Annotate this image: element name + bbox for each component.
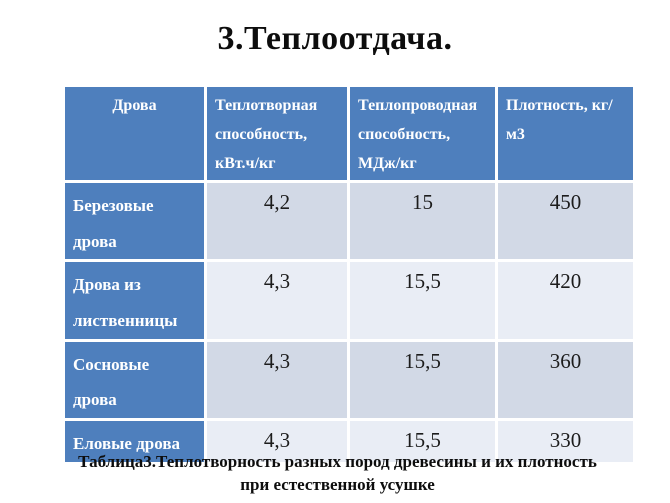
cell-calorific: 4,2 — [207, 183, 350, 263]
table-row: Березовые дрова 4,2 15 450 — [65, 183, 633, 263]
row-label: Дрова из лиственницы — [65, 262, 207, 342]
column-header-calorific: Теплотворная способность, кВт.ч/кг — [207, 87, 350, 183]
slide-title: 3.Теплоотдача. — [217, 20, 453, 57]
table-caption: Таблица3.Теплотворность разных пород дре… — [25, 451, 650, 497]
cell-density: 450 — [498, 183, 633, 263]
cell-conductive: 15 — [350, 183, 498, 263]
table-header-row: Дрова Теплотворная способность, кВт.ч/кг… — [65, 87, 633, 183]
cell-density: 330 — [498, 421, 633, 462]
cell-calorific: 4,3 — [207, 262, 350, 342]
column-header-conductive: Теплопроводная способность, МДж/кг — [350, 87, 498, 183]
row-label: Сосновые дрова — [65, 341, 207, 422]
row-label: Еловые дрова — [65, 421, 207, 462]
firewood-table: Дрова Теплотворная способность, кВт.ч/кг… — [65, 87, 633, 462]
cell-conductive: 15,5 — [350, 341, 498, 422]
column-header-fuel: Дрова — [65, 87, 207, 183]
cell-density: 420 — [498, 262, 633, 342]
table-caption-line2: при естественной усушке — [240, 474, 435, 494]
cell-conductive: 15,5 — [350, 421, 498, 462]
table-row: Дрова из лиственницы 4,3 15,5 420 — [65, 262, 633, 342]
column-header-density: Плотность, кг/м3 — [498, 87, 633, 183]
table-caption-line1: Таблица3.Теплотворность разных пород дре… — [78, 452, 597, 471]
cell-conductive: 15,5 — [350, 262, 498, 342]
table-row: Еловые дрова 4,3 15,5 330 — [65, 421, 633, 462]
cell-calorific: 4,3 — [207, 341, 350, 422]
row-label: Березовые дрова — [65, 183, 207, 263]
cell-calorific: 4,3 — [207, 421, 350, 462]
table-row: Сосновые дрова 4,3 15,5 360 — [65, 341, 633, 422]
cell-density: 360 — [498, 341, 633, 422]
